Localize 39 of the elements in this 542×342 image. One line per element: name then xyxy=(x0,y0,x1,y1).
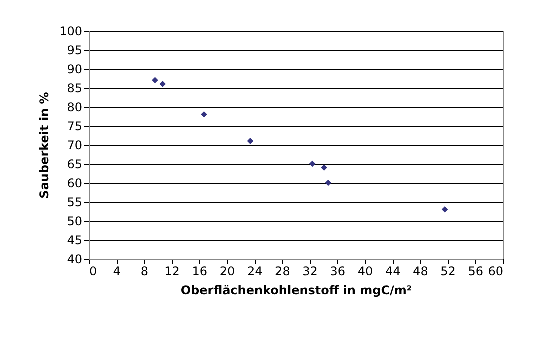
point xyxy=(442,206,448,213)
y-tick-label: 85 xyxy=(67,82,82,96)
x-tick-label: 8 xyxy=(140,264,149,278)
x-tick-label: 16 xyxy=(192,264,208,278)
point xyxy=(201,111,208,118)
x-tick-label: 36 xyxy=(330,264,346,278)
y-axis-title: Sauberkeit in % xyxy=(38,92,52,199)
x-tick-label: 32 xyxy=(302,264,318,278)
y-tick-label: 80 xyxy=(67,100,82,114)
y-tick-label: 70 xyxy=(67,138,82,152)
y-tick-label: 65 xyxy=(67,158,82,172)
y-tick-label: 50 xyxy=(67,214,82,228)
x-tick-label: 60 xyxy=(488,264,504,278)
y-tick-label: 100 xyxy=(60,24,82,38)
point xyxy=(321,164,328,171)
x-tick-label: 20 xyxy=(220,264,236,278)
y-tick-label: 90 xyxy=(67,62,82,76)
y-tick-label: 45 xyxy=(67,234,82,248)
x-tick-label: 56 xyxy=(468,264,484,278)
point xyxy=(247,138,254,144)
y-tick-label: 75 xyxy=(67,120,82,134)
y-tick-label: 95 xyxy=(67,44,82,58)
point xyxy=(160,81,166,88)
point xyxy=(325,180,332,186)
y-tick-label: 55 xyxy=(67,196,82,210)
point xyxy=(309,160,316,168)
y-tick-label: 40 xyxy=(67,252,82,266)
x-axis-title: Oberflächenkohlenstoff in mgC/m² xyxy=(180,284,412,298)
x-tick-label: 24 xyxy=(247,264,263,278)
x-tick-label: 48 xyxy=(413,264,428,278)
point xyxy=(152,77,158,84)
x-tick-label: 44 xyxy=(385,264,401,278)
x-tick-label: 4 xyxy=(113,264,121,278)
x-tick-label: 0 xyxy=(90,264,98,278)
x-tick-label: 40 xyxy=(358,264,374,278)
y-tick-label: 60 xyxy=(67,176,82,190)
x-tick-label: 52 xyxy=(440,264,456,278)
x-tick-label: 28 xyxy=(275,264,290,278)
x-tick-label: 12 xyxy=(164,264,180,278)
